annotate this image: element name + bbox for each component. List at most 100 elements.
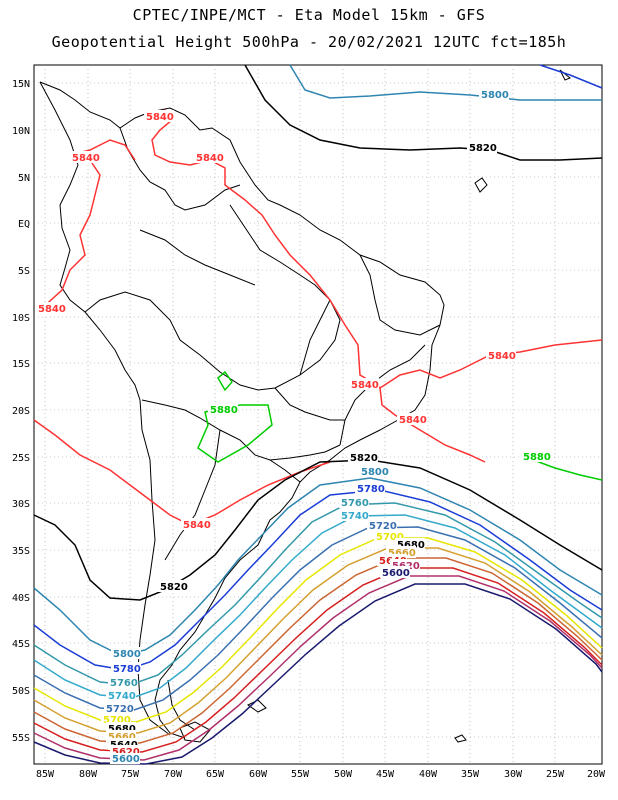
label-bg [380,566,410,578]
lat-tick-label: EQ [18,219,30,230]
lat-tick-label: 40S [12,593,30,604]
contour-label: 5720 [106,704,134,715]
label-bg [208,403,238,415]
contour-label: 5600 [112,754,140,765]
contour-5840-south [33,419,331,526]
lon-tick-label: 85W [36,769,55,780]
label-bg [339,496,369,508]
lon-tick-label: 30W [504,769,523,780]
lat-tick-label: 5S [18,266,30,277]
contour-5840-coast [379,387,486,463]
contour-5840-east [379,339,603,389]
contour-label: 5820 [469,143,497,154]
label-bg [521,450,551,462]
lon-tick-label: 20W [587,769,606,780]
contour-label: 5840 [351,380,379,391]
contour-label: 5720 [369,521,397,532]
lon-labels: 85W 80W 75W 70W 65W 60W 55W 50W 45W 40W … [36,769,606,780]
lat-tick-label: 20S [12,406,30,417]
label-bg [36,302,66,314]
contour-5820-north [244,64,603,161]
lon-tick-label: 50W [334,769,353,780]
contour-label: 5840 [146,112,174,123]
label-bg [397,413,427,425]
label-bg [104,702,134,714]
lon-tick-label: 45W [376,769,395,780]
contour-label: 5840 [38,304,66,315]
contour-label: 5880 [523,452,551,463]
label-bg [108,676,138,688]
label-bg [111,647,141,659]
label-bg [106,689,136,701]
lat-tick-label: 15N [12,79,30,90]
graticule [34,65,602,764]
contour-label: 5840 [72,153,100,164]
contour-label: 5760 [341,498,369,509]
lon-tick-label: 75W [121,769,140,780]
contour-label: 5780 [113,664,141,675]
contour-5800-north [289,64,602,101]
contour-label: 5680 [397,540,425,551]
contour-label: 5700 [103,715,131,726]
contour-label: 5660 [388,548,416,559]
contour-5840-north [149,109,381,389]
lat-tick-label: 50S [12,686,30,697]
contour-label: 5820 [160,582,188,593]
lat-tick-label: 30S [12,499,30,510]
lat-labels: 15N 10N 5N EQ 5S 10S 15S 20S 25S 30S 35S… [12,79,30,744]
label-bg [339,509,369,521]
contour-label: 5840 [183,520,211,531]
contour-label: 5680 [108,724,136,735]
label-bg [486,349,516,361]
label-bg [355,482,385,494]
label-bg [348,451,378,463]
lon-tick-label: 40W [419,769,438,780]
lon-tick-label: 35W [461,769,480,780]
lat-tick-label: 45S [12,639,30,650]
contour-label: 5800 [481,90,509,101]
contour-label: 5840 [196,153,224,164]
label-bg [111,662,141,674]
label-bg [349,378,379,390]
label-bg [158,580,188,592]
contour-label: 5760 [110,678,138,689]
label-bg [110,753,140,764]
contour-label: 5840 [399,415,427,426]
lon-tick-label: 70W [164,769,183,780]
contour-label: 5660 [108,732,136,743]
label-bg [144,110,174,122]
contour-5780-ne [539,64,603,89]
lat-tick-label: 10S [12,313,30,324]
contour-label: 5600 [382,568,410,579]
lat-tick-label: 35S [12,546,30,557]
label-bg [467,141,497,153]
contour-label: 5800 [113,649,141,660]
lat-tick-label: 5N [18,173,30,184]
coastline-south-america [39,81,445,739]
chart-title: CPTEC/INPE/MCT - Eta Model 15km - GFS [132,6,486,24]
lon-tick-label: 80W [79,769,98,780]
contour-label: 5880 [210,405,238,416]
label-bg [181,518,211,530]
lat-tick-label: 10N [12,126,30,137]
lon-tick-label: 55W [291,769,310,780]
lat-tick-label: 55S [12,733,30,744]
contour-label: 5700 [376,532,404,543]
contour-5840-west [39,154,101,311]
contour-5880-paraguay [197,370,273,463]
lat-tick-label: 25S [12,453,30,464]
label-bg [359,465,389,477]
chart-subtitle: Geopotential Height 500hPa - 20/02/2021 … [51,33,567,51]
contour-label: 5780 [357,484,385,495]
label-bg [367,519,397,531]
contour-5880-atlantic [527,457,603,481]
label-bg [194,151,224,163]
lon-tick-label: 65W [206,769,225,780]
contour-label: 5620 [112,747,140,758]
label-bg [479,88,509,100]
contour-label: 5800 [361,467,389,478]
contour-label: 5840 [488,351,516,362]
contour-labels: 5880 5880 5840 5840 5840 5840 5840 5840 … [36,88,551,765]
lon-tick-label: 25W [546,769,565,780]
